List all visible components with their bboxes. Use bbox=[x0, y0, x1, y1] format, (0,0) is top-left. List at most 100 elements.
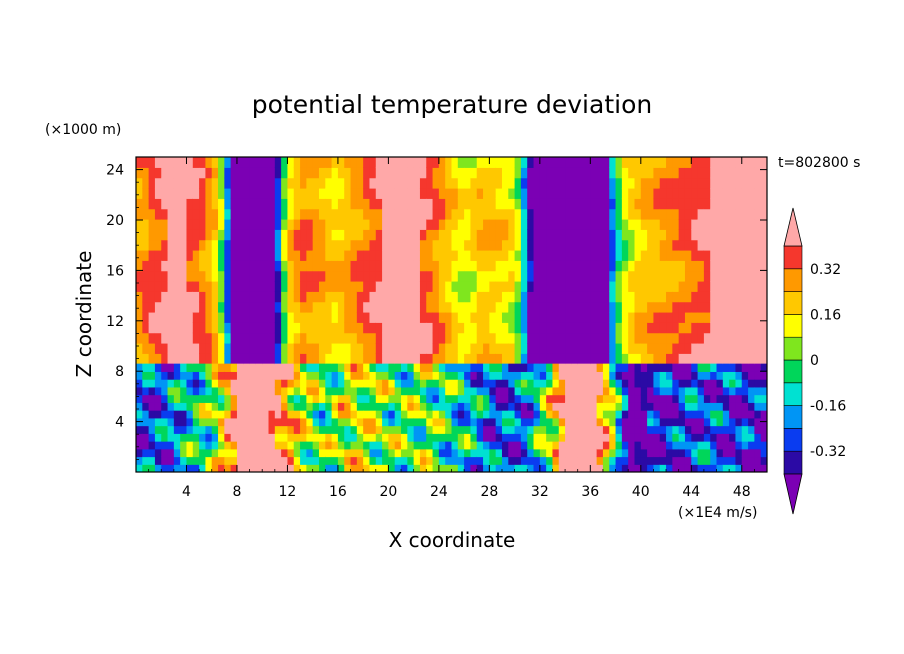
contour-cell-upper bbox=[419, 322, 427, 334]
contour-cell-lower bbox=[350, 417, 358, 427]
contour-cell-upper bbox=[609, 229, 617, 241]
contour-cell-upper bbox=[647, 198, 655, 210]
contour-cell-upper bbox=[243, 208, 251, 220]
contour-cell-upper bbox=[255, 208, 263, 220]
contour-cell-upper bbox=[211, 177, 219, 189]
contour-cell-upper bbox=[199, 167, 207, 179]
contour-cell-upper bbox=[722, 332, 730, 344]
contour-cell-upper bbox=[741, 198, 749, 210]
contour-cell-lower bbox=[262, 386, 270, 396]
contour-cell-lower bbox=[483, 441, 490, 450]
contour-cell-lower bbox=[432, 410, 440, 419]
contour-cell-lower bbox=[590, 386, 598, 396]
contour-cell-upper bbox=[287, 208, 295, 220]
contour-cell-lower bbox=[659, 410, 667, 419]
contour-cell-upper bbox=[407, 291, 415, 303]
contour-cell-lower bbox=[647, 433, 655, 442]
contour-cell-upper bbox=[199, 260, 207, 272]
contour-cell-upper bbox=[552, 187, 560, 199]
contour-cell-upper bbox=[590, 239, 598, 251]
contour-cell-lower bbox=[748, 464, 755, 472]
contour-cell-upper bbox=[483, 239, 490, 251]
contour-cell-lower bbox=[609, 410, 617, 419]
contour-cell-upper bbox=[527, 187, 535, 199]
contour-cell-upper bbox=[211, 301, 219, 313]
contour-cell-upper bbox=[457, 239, 465, 251]
contour-cell-upper bbox=[337, 177, 345, 189]
colorbar-swatch bbox=[783, 336, 803, 361]
contour-cell-upper bbox=[205, 157, 213, 168]
contour-cell-lower bbox=[703, 433, 711, 442]
contour-cell-upper bbox=[161, 353, 169, 365]
contour-cell-lower bbox=[546, 371, 554, 380]
contour-cell-lower bbox=[236, 433, 244, 442]
contour-cell-upper bbox=[432, 280, 440, 292]
contour-cell-lower bbox=[760, 363, 767, 372]
contour-cell-lower bbox=[350, 402, 358, 411]
contour-cell-lower bbox=[136, 433, 143, 442]
contour-cell-lower bbox=[596, 394, 604, 403]
contour-cell-upper bbox=[274, 301, 282, 313]
contour-cell-upper bbox=[432, 239, 440, 251]
contour-cell-lower bbox=[426, 456, 434, 465]
contour-cell-upper bbox=[729, 177, 737, 189]
contour-cell-lower bbox=[666, 410, 673, 419]
contour-cell-upper bbox=[281, 260, 289, 272]
contour-cell-lower bbox=[236, 464, 244, 472]
contour-cell-lower bbox=[243, 417, 251, 427]
contour-cell-lower bbox=[691, 402, 699, 411]
contour-cell-upper bbox=[703, 322, 711, 334]
colorbar-swatch bbox=[783, 359, 803, 384]
contour-cell-lower bbox=[539, 394, 547, 403]
contour-cell-upper bbox=[584, 342, 591, 354]
contour-cell-upper bbox=[388, 311, 396, 323]
contour-cell-upper bbox=[653, 280, 661, 292]
contour-cell-upper bbox=[413, 198, 421, 210]
contour-cell-lower bbox=[584, 386, 591, 396]
contour-cell-lower bbox=[678, 371, 686, 380]
contour-cell-lower bbox=[571, 402, 579, 411]
contour-cell-upper bbox=[432, 322, 440, 334]
contour-cell-upper bbox=[300, 260, 307, 272]
contour-cell-upper bbox=[615, 311, 623, 323]
contour-cell-upper bbox=[199, 208, 207, 220]
contour-cell-lower bbox=[161, 371, 169, 380]
contour-cell-upper bbox=[495, 239, 503, 251]
contour-cell-upper bbox=[350, 229, 358, 241]
contour-cell-upper bbox=[609, 157, 617, 168]
contour-cell-upper bbox=[445, 239, 453, 251]
contour-cell-upper bbox=[154, 342, 162, 354]
contour-cell-lower bbox=[697, 410, 705, 419]
contour-cell-lower bbox=[722, 379, 730, 388]
contour-cell-lower bbox=[508, 371, 516, 380]
contour-cell-lower bbox=[249, 386, 257, 396]
contour-cell-upper bbox=[306, 198, 314, 210]
contour-cell-lower bbox=[476, 379, 484, 388]
contour-cell-lower bbox=[571, 394, 579, 403]
contour-cell-upper bbox=[754, 280, 762, 292]
contour-cell-lower bbox=[161, 456, 169, 465]
contour-cell-lower bbox=[318, 394, 326, 403]
contour-cell-upper bbox=[584, 260, 591, 272]
contour-cell-upper bbox=[224, 311, 232, 323]
contour-cell-lower bbox=[571, 464, 579, 472]
contour-cell-upper bbox=[565, 218, 572, 230]
contour-cell-lower bbox=[167, 448, 175, 458]
contour-cell-lower bbox=[306, 417, 314, 427]
contour-cell-upper bbox=[741, 291, 749, 303]
contour-cell-upper bbox=[659, 157, 667, 168]
contour-cell-upper bbox=[464, 198, 472, 210]
contour-cell-lower bbox=[754, 363, 762, 372]
contour-cell-upper bbox=[483, 218, 490, 230]
contour-cell-lower bbox=[628, 433, 636, 442]
contour-cell-lower bbox=[249, 379, 257, 388]
contour-cell-lower bbox=[262, 410, 270, 419]
contour-cell-upper bbox=[735, 342, 743, 354]
contour-cell-lower bbox=[722, 425, 730, 434]
contour-cell-lower bbox=[666, 425, 673, 434]
contour-cell-upper bbox=[363, 218, 371, 230]
contour-cell-upper bbox=[205, 342, 213, 354]
contour-cell-lower bbox=[558, 448, 566, 458]
contour-cell-upper bbox=[205, 270, 213, 282]
contour-cell-upper bbox=[722, 291, 730, 303]
